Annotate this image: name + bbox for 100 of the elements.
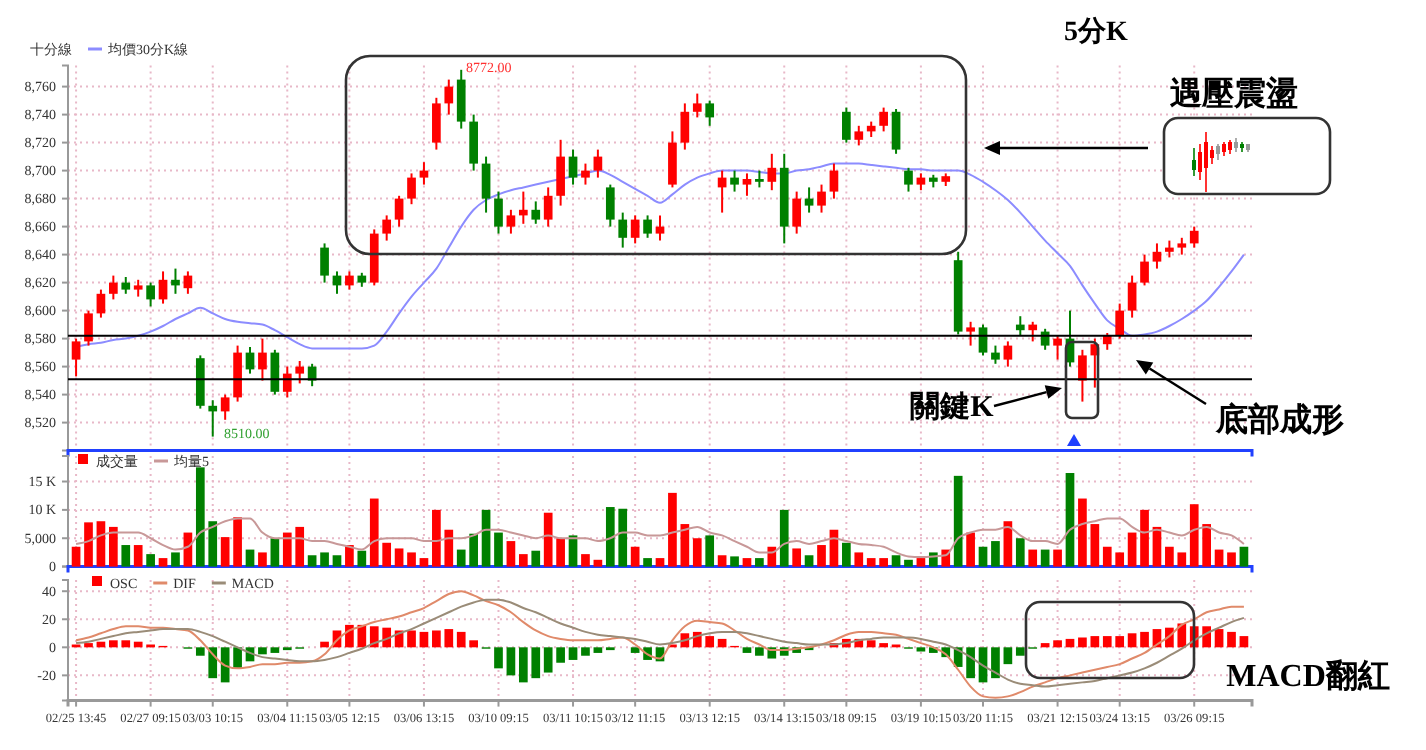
candlestick — [1053, 334, 1062, 361]
candlestick — [643, 214, 652, 239]
candlestick — [394, 194, 404, 228]
bar — [1239, 636, 1249, 648]
bar — [171, 552, 180, 567]
bar — [630, 546, 640, 567]
bar — [755, 558, 764, 567]
candlestick — [531, 200, 541, 225]
bar — [494, 647, 503, 669]
candlestick — [282, 365, 292, 399]
candlestick — [543, 186, 553, 228]
bar — [407, 552, 416, 567]
candlestick — [817, 183, 826, 214]
bar — [270, 647, 280, 653]
candlestick — [593, 148, 603, 179]
bar — [158, 558, 168, 567]
candlestick — [518, 190, 528, 225]
candlestick — [655, 214, 665, 242]
candlestick — [1189, 225, 1199, 249]
bar — [506, 541, 516, 567]
bar — [71, 546, 81, 567]
bar — [593, 647, 603, 653]
bar — [109, 526, 118, 567]
candlestick — [581, 162, 590, 186]
bar — [518, 554, 528, 567]
candlestick — [195, 354, 205, 410]
bar — [966, 532, 975, 567]
bar — [258, 552, 267, 567]
bar — [270, 538, 280, 567]
line-series — [75, 517, 1245, 558]
bar — [991, 541, 1000, 567]
bar — [742, 558, 752, 567]
candlestick — [320, 242, 329, 284]
bar — [531, 550, 541, 567]
candlestick — [469, 113, 478, 172]
bar — [307, 555, 317, 567]
bar — [891, 555, 901, 567]
annotation: 底部成形 — [1214, 402, 1344, 438]
candlestick — [1127, 274, 1137, 319]
candlestick — [742, 172, 752, 197]
chart-title: 5分K — [1064, 16, 1129, 48]
bar — [916, 558, 926, 567]
candlestick — [494, 190, 503, 235]
candlestick — [481, 155, 491, 214]
candlestick — [680, 102, 690, 151]
bar — [245, 549, 255, 567]
bar — [1239, 546, 1249, 567]
bar — [817, 545, 826, 567]
candlestick — [1078, 348, 1087, 403]
bar — [593, 559, 603, 567]
candlestick — [692, 92, 702, 119]
candlestick — [233, 344, 242, 403]
candlestick — [767, 152, 777, 192]
bar — [1214, 549, 1224, 567]
candlestick — [556, 138, 565, 207]
bar — [568, 647, 578, 660]
bar — [1227, 631, 1236, 648]
candlestick — [605, 183, 615, 228]
annotation: MACD翻紅 — [1226, 658, 1390, 694]
bar — [991, 647, 1000, 679]
candlestick — [444, 78, 454, 116]
bar — [1127, 633, 1137, 648]
bar — [121, 545, 131, 567]
bar — [1053, 640, 1062, 648]
candlestick — [146, 281, 155, 308]
bar — [779, 509, 789, 567]
bar — [692, 538, 702, 567]
candlestick — [345, 270, 354, 291]
candlestick — [382, 214, 392, 242]
candlestick — [792, 190, 802, 235]
bar — [742, 647, 752, 653]
bar — [953, 475, 963, 567]
bar — [904, 559, 913, 567]
bar — [842, 542, 851, 567]
candlestick — [432, 96, 441, 151]
candlestick — [879, 106, 888, 133]
candlestick — [991, 344, 1000, 365]
candlestick — [668, 130, 677, 189]
candlestick — [1140, 253, 1149, 287]
bar — [705, 535, 715, 567]
bar — [1028, 549, 1038, 567]
bar — [133, 545, 143, 567]
bar — [1227, 552, 1236, 567]
candlestick — [1003, 340, 1013, 368]
candlestick — [456, 68, 466, 130]
candlestick — [506, 208, 516, 235]
bar — [258, 647, 267, 655]
candlestick — [568, 148, 578, 186]
candlestick — [854, 124, 864, 147]
bar — [1053, 549, 1062, 567]
candlestick — [1152, 242, 1162, 270]
candlestick — [419, 161, 429, 186]
bar — [345, 545, 354, 567]
bar — [320, 641, 329, 648]
bar — [643, 558, 652, 567]
candlestick — [966, 320, 975, 347]
bar — [655, 558, 665, 567]
bar — [717, 555, 727, 567]
bar — [394, 548, 404, 567]
candlestick — [208, 399, 218, 438]
